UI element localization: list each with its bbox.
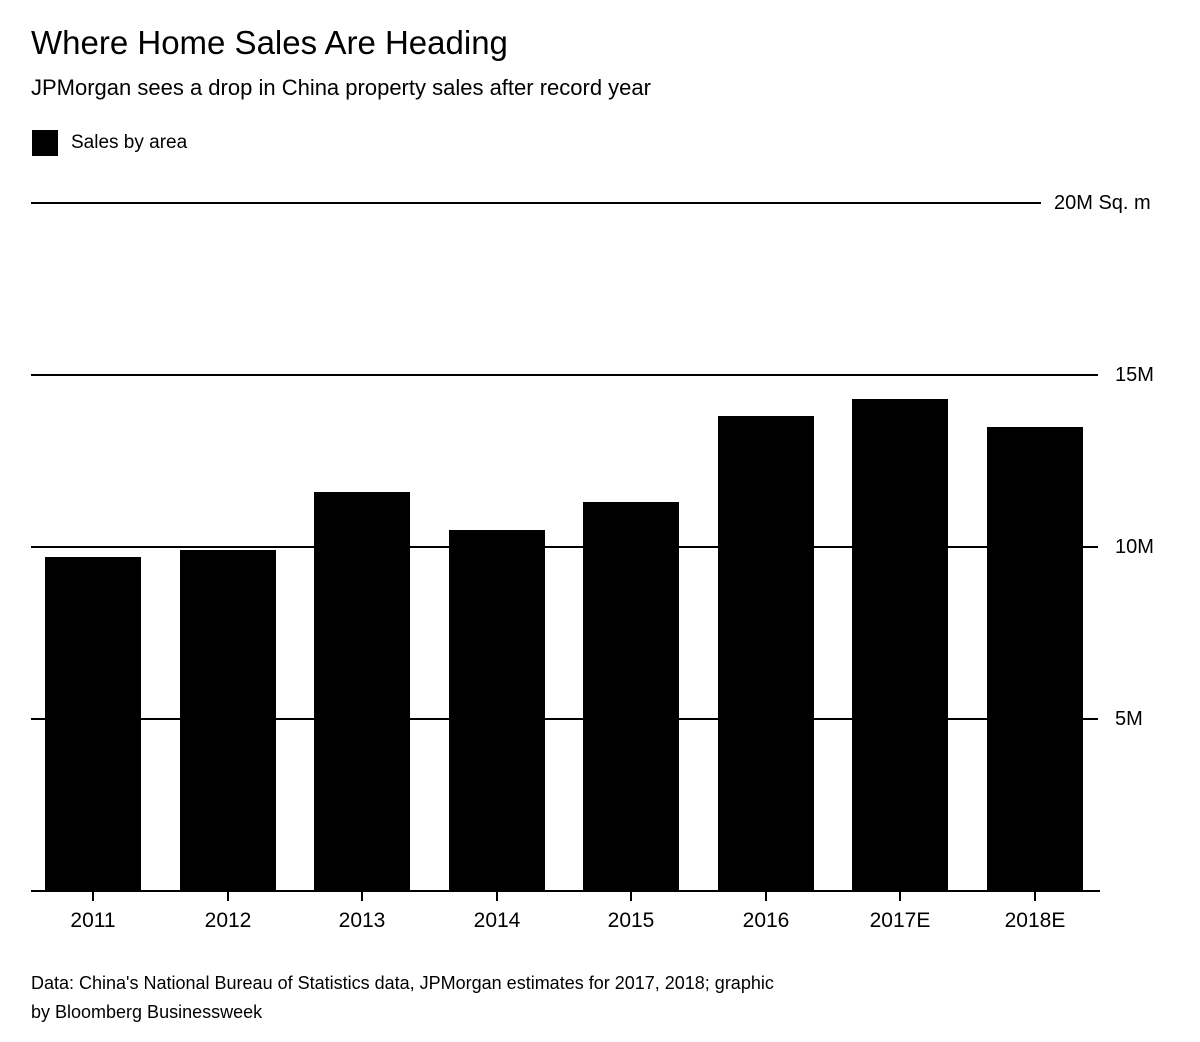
chart-title: Where Home Sales Are Heading — [31, 24, 508, 61]
gridline-10m — [31, 546, 1098, 548]
x-axis-label-2016: 2016 — [742, 909, 790, 932]
x-axis-label-2011: 2011 — [70, 909, 116, 932]
y-axis-label-15m: 15M — [1115, 364, 1154, 386]
gridline-20m — [31, 202, 1041, 204]
legend-swatch-icon — [32, 130, 58, 156]
x-axis-tick-2015 — [630, 891, 632, 901]
bar-2017e — [852, 399, 948, 891]
footer-source-line: by Bloomberg Businessweek — [31, 1002, 263, 1022]
x-axis-label-2018e: 2018E — [1004, 909, 1066, 932]
gridline-5m — [31, 718, 1098, 720]
chart-subtitle: JPMorgan sees a drop in China property s… — [31, 75, 651, 100]
x-axis-label-2017e: 2017E — [869, 909, 931, 932]
x-axis-tick-2018e — [1034, 891, 1036, 901]
x-axis-line — [31, 890, 1100, 892]
bar-2012 — [180, 550, 276, 891]
x-axis-tick-2017e — [899, 891, 901, 901]
x-axis-tick-2012 — [227, 891, 229, 901]
x-axis-label-2015: 2015 — [607, 909, 655, 932]
bar-2018e — [987, 427, 1083, 891]
x-axis-tick-2016 — [765, 891, 767, 901]
x-axis-label-2013: 2013 — [338, 909, 386, 932]
x-axis-tick-2011 — [92, 891, 94, 901]
x-axis-label-2014: 2014 — [473, 909, 521, 932]
y-axis-label-10m: 10M — [1115, 536, 1154, 558]
x-axis-tick-2014 — [496, 891, 498, 901]
bar-2016 — [718, 416, 814, 891]
y-axis-label-20m: 20M Sq. m — [1054, 192, 1151, 214]
bar-2011 — [45, 557, 141, 891]
legend: Sales by area — [32, 130, 187, 156]
bar-2015 — [583, 502, 679, 891]
y-axis-label-5m: 5M — [1115, 708, 1143, 730]
gridline-15m — [31, 374, 1098, 376]
bar-2013 — [314, 492, 410, 891]
x-axis-label-2012: 2012 — [204, 909, 252, 932]
footer-source-line: Data: China's National Bureau of Statist… — [31, 973, 774, 993]
footer-source: Data: China's National Bureau of Statist… — [31, 969, 774, 1027]
bar-2014 — [449, 530, 545, 891]
legend-label: Sales by area — [71, 132, 188, 153]
x-axis-tick-2013 — [361, 891, 363, 901]
